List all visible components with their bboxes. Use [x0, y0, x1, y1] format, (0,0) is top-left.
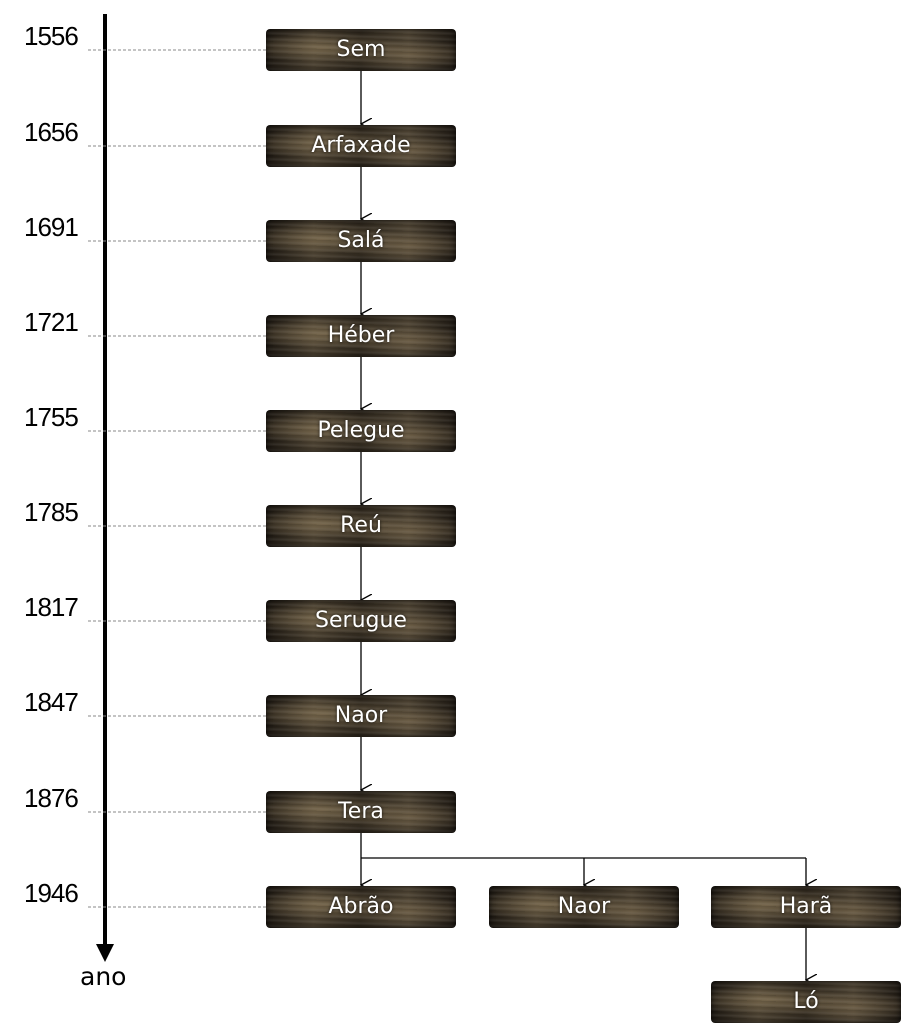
year-label: 1785: [24, 497, 79, 527]
person-name: Naor: [334, 703, 388, 728]
person-name: Serugue: [315, 608, 407, 633]
person-name: Harã: [779, 894, 833, 919]
person-node-naor-son: Naor: [489, 886, 679, 928]
axis-label: ano: [80, 962, 127, 991]
person-name: Héber: [327, 323, 395, 348]
year-label: 1721: [24, 307, 79, 337]
year-label: 1691: [24, 212, 79, 242]
person-node-serugue: Serugue: [266, 600, 456, 642]
person-node-arfaxade: Arfaxade: [266, 125, 456, 167]
person-name: Arfaxade: [311, 133, 411, 158]
person-name: Reú: [340, 513, 382, 538]
timeline-arrow-icon: [96, 944, 114, 962]
person-node-reu: Reú: [266, 505, 456, 547]
year-label: 1876: [24, 783, 79, 813]
person-name: Naor: [557, 894, 611, 919]
year-label: 1656: [24, 117, 79, 147]
year-label: 1817: [24, 592, 79, 622]
person-name: Sem: [336, 37, 386, 62]
year-label: 1755: [24, 402, 79, 432]
person-name: Salá: [337, 228, 385, 253]
person-node-lo: Ló: [711, 981, 901, 1023]
person-node-heber: Héber: [266, 315, 456, 357]
year-label: 1556: [24, 21, 79, 51]
person-node-pelegue: Pelegue: [266, 410, 456, 452]
person-node-tera: Tera: [266, 791, 456, 833]
person-name: Tera: [338, 799, 384, 824]
person-name: Abrão: [328, 894, 394, 919]
person-name: Ló: [793, 989, 819, 1014]
year-label: 1847: [24, 687, 79, 717]
person-node-sem: Sem: [266, 29, 456, 71]
person-node-abrao: Abrão: [266, 886, 456, 928]
person-node-naor: Naor: [266, 695, 456, 737]
person-node-sala: Salá: [266, 220, 456, 262]
person-name: Pelegue: [317, 418, 405, 443]
year-label: 1946: [24, 878, 79, 908]
person-node-hara: Harã: [711, 886, 901, 928]
